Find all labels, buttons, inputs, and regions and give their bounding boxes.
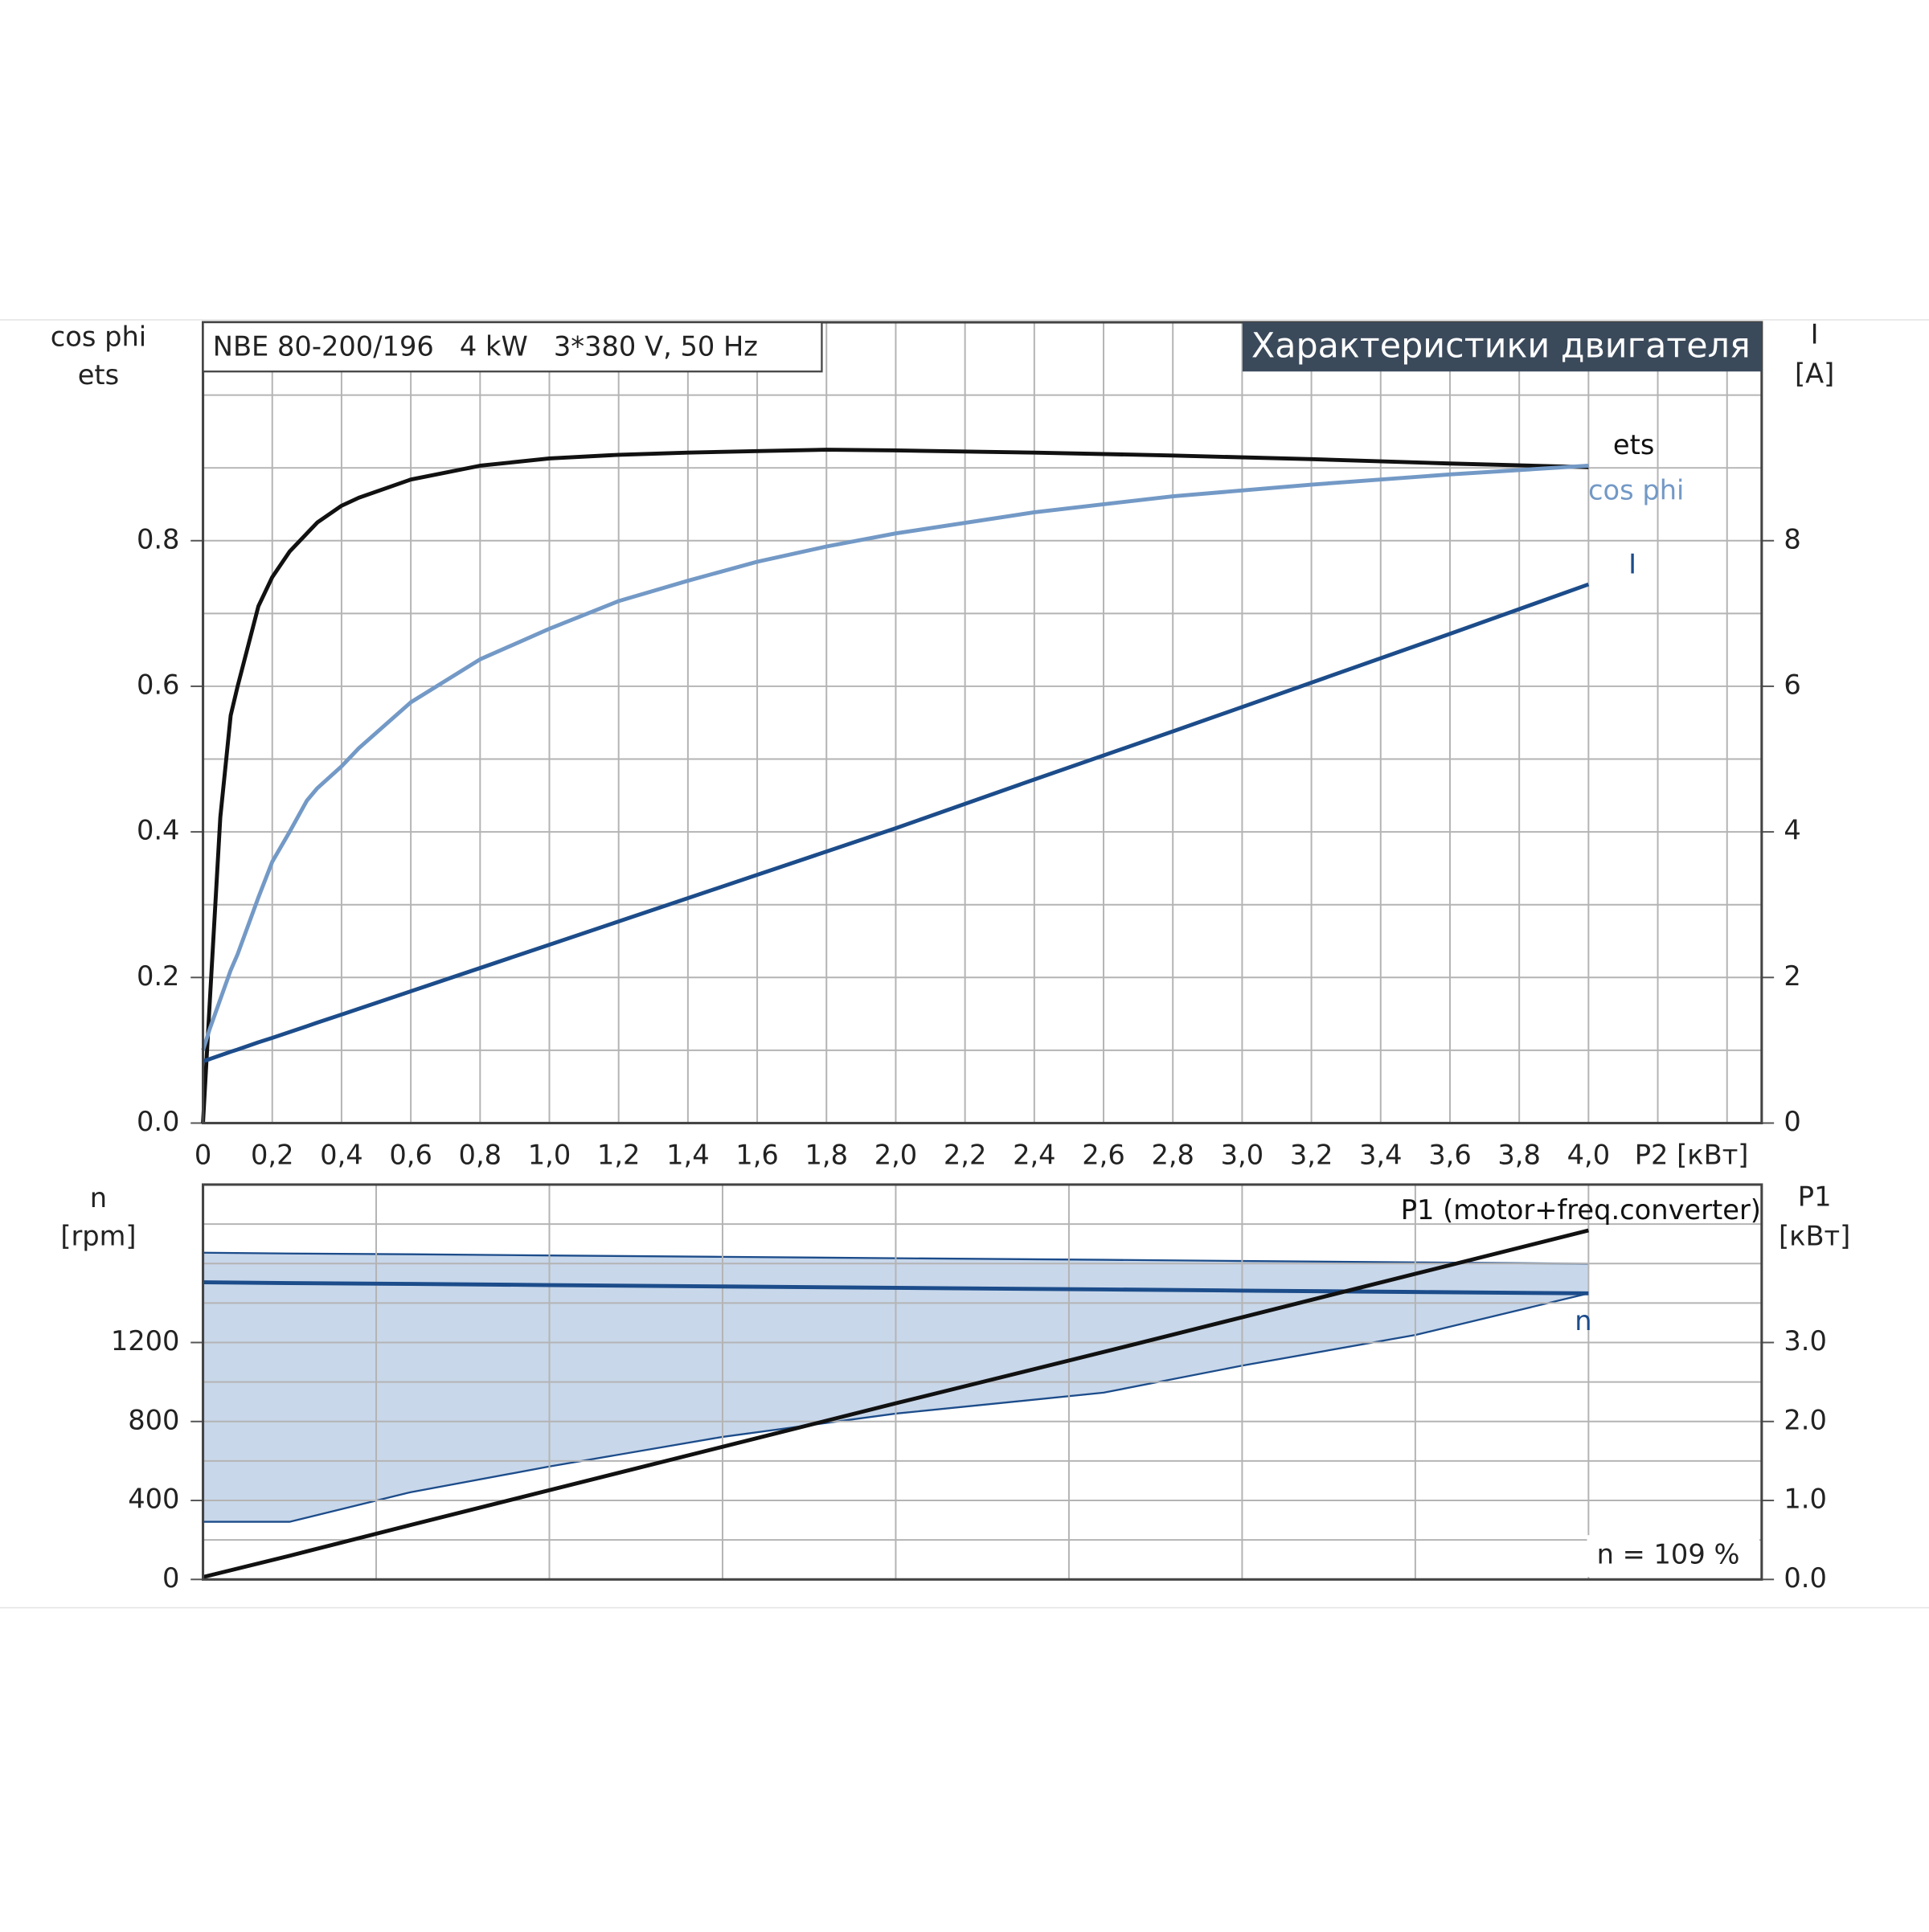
series-line	[202, 582, 1590, 1063]
y2-tick-label: 6	[1784, 669, 1800, 700]
y-tick-label: 0.2	[137, 960, 180, 992]
y-tick-label: 800	[128, 1404, 179, 1435]
x-tick-label: 3,2	[1290, 1139, 1333, 1170]
y2-axis-label: [A]	[1795, 358, 1834, 389]
x-tick-label: 2,6	[1082, 1139, 1125, 1170]
x-tick-label: 1,2	[597, 1139, 641, 1170]
x-tick-label: 3,4	[1359, 1139, 1403, 1170]
y2-tick-label: 8	[1784, 523, 1800, 555]
x-tick-label: 1,0	[528, 1139, 571, 1170]
y2-tick-label: 3.0	[1784, 1325, 1827, 1357]
series-label: n	[1575, 1305, 1591, 1336]
x-axis-label: P2 [кВт]	[1635, 1139, 1749, 1170]
info-text: NBE 80-200/196 4 kW 3*380 V, 50 Hz	[213, 331, 758, 362]
y-tick-label: 400	[128, 1484, 179, 1515]
y2-tick-label: 1.0	[1784, 1484, 1827, 1515]
x-tick-label: 1,4	[666, 1139, 710, 1170]
y-axis-label: n	[90, 1182, 107, 1214]
x-tick-label: 2,4	[1013, 1139, 1056, 1170]
series-label: cos phi	[1588, 475, 1684, 506]
y-tick-label: 0.4	[137, 815, 180, 846]
series-label: P1 (motor+freq.converter)	[1401, 1194, 1761, 1226]
y-axis-label: ets	[78, 359, 119, 391]
y2-tick-label: 4	[1784, 815, 1800, 846]
plot-border	[202, 1183, 1763, 1581]
annotation-box	[1587, 1535, 1759, 1578]
y-tick-label: 1200	[111, 1325, 180, 1357]
x-tick-label: 0,2	[251, 1139, 294, 1170]
band-edge	[203, 1251, 1589, 1265]
y-axis-label: cos phi	[51, 321, 146, 352]
y-tick-label: 0.6	[137, 669, 180, 700]
y2-tick-label: 0.0	[1784, 1562, 1827, 1594]
title-box	[1242, 322, 1762, 372]
x-tick-label: 0,8	[459, 1139, 502, 1170]
y-axis-label: [rpm]	[60, 1220, 136, 1251]
y-tick-label: 0.0	[137, 1106, 180, 1137]
x-tick-label: 0,4	[320, 1139, 363, 1170]
series-label: ets	[1613, 429, 1654, 460]
plot-border	[202, 321, 1763, 1124]
y2-axis-label: [кВт]	[1779, 1220, 1850, 1251]
x-tick-label: 0	[195, 1139, 211, 1170]
series-line	[203, 1280, 1589, 1296]
x-tick-label: 3,6	[1428, 1139, 1472, 1170]
plot-area	[203, 322, 1762, 1124]
series-label: I	[1628, 549, 1636, 580]
x-tick-label: 2,8	[1151, 1139, 1194, 1170]
y2-axis-label: P1	[1798, 1181, 1832, 1212]
y-tick-label: 0	[162, 1562, 179, 1594]
x-tick-label: 2,0	[874, 1139, 918, 1170]
annotation: n = 109 %	[1597, 1539, 1740, 1570]
y2-axis-label: I	[1811, 318, 1819, 350]
y2-tick-label: 2.0	[1784, 1404, 1827, 1435]
x-tick-label: 1,6	[735, 1139, 779, 1170]
x-tick-label: 3,8	[1497, 1139, 1541, 1170]
info-box	[202, 321, 823, 373]
x-tick-label: 4,0	[1567, 1139, 1611, 1170]
x-tick-label: 3,0	[1221, 1139, 1264, 1170]
y2-tick-label: 2	[1784, 960, 1800, 992]
x-tick-label: 0,6	[389, 1139, 432, 1170]
series-line	[201, 448, 1589, 1124]
chart-title: Характеристики двигателя	[1251, 326, 1751, 366]
series-line	[202, 1228, 1589, 1579]
y2-tick-label: 0	[1784, 1106, 1800, 1137]
x-tick-label: 1,8	[805, 1139, 848, 1170]
x-tick-label: 2,2	[944, 1139, 987, 1170]
y-tick-label: 0.8	[137, 523, 180, 555]
series-line	[201, 464, 1589, 1051]
